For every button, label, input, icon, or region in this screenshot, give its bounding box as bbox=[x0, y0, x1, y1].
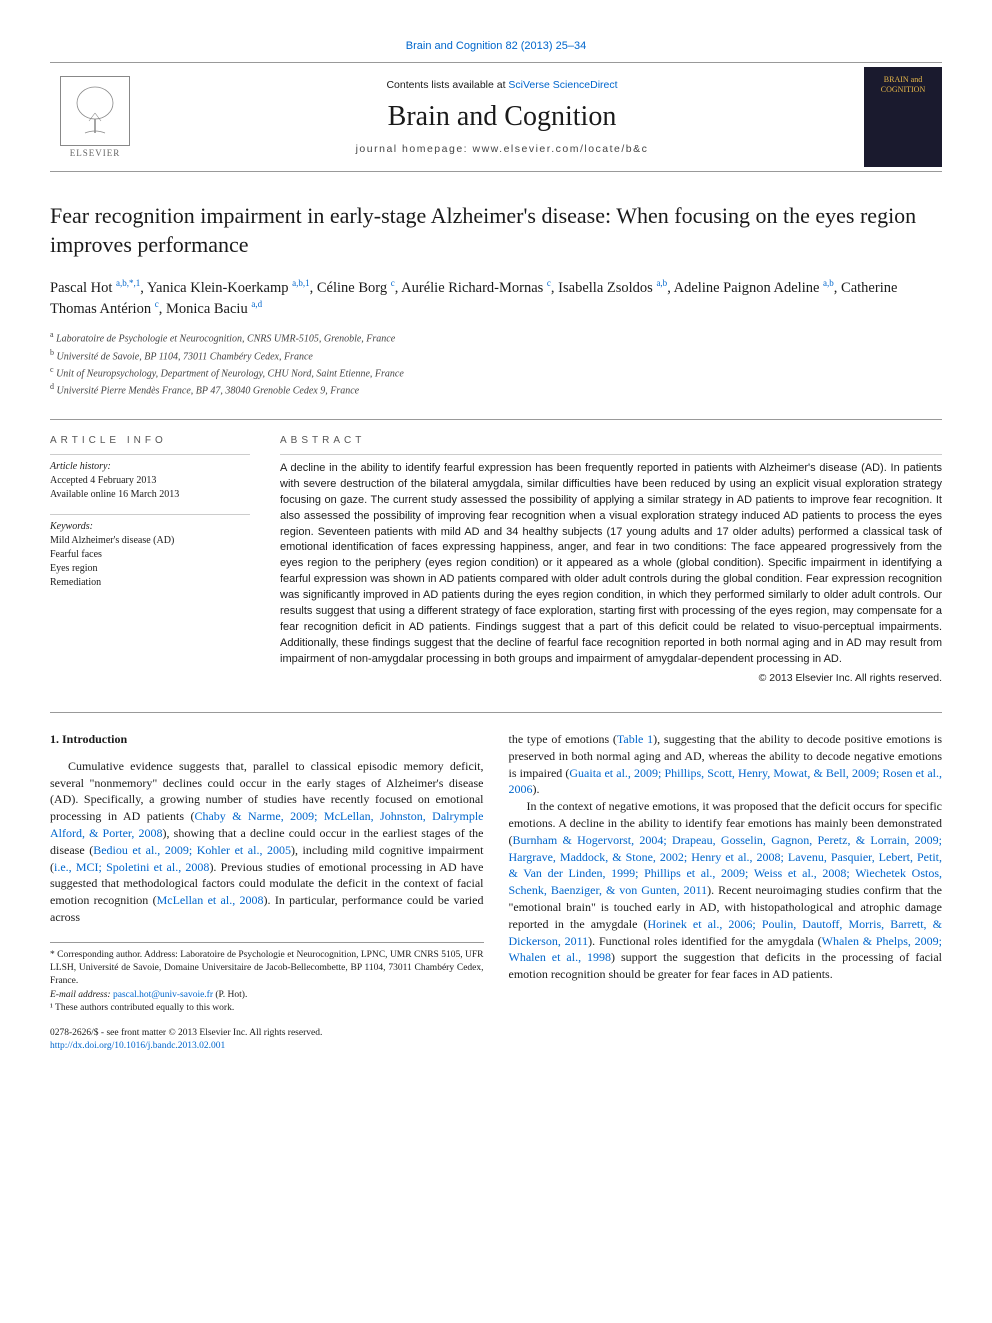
abstract-copyright: © 2013 Elsevier Inc. All rights reserved… bbox=[280, 672, 942, 684]
equal-contribution-note: ¹ These authors contributed equally to t… bbox=[50, 1002, 484, 1015]
publisher-name: ELSEVIER bbox=[70, 148, 121, 158]
contents-line: Contents lists available at SciVerse Sci… bbox=[140, 79, 864, 91]
sciencedirect-link[interactable]: SciVerse ScienceDirect bbox=[508, 79, 617, 91]
history-item: Accepted 4 February 2013 bbox=[50, 474, 250, 488]
body-col-right: the type of emotions (Table 1), suggesti… bbox=[509, 731, 943, 1054]
author-email-link[interactable]: pascal.hot@univ-savoie.fr bbox=[113, 990, 213, 1000]
body-two-column: 1. Introduction Cumulative evidence sugg… bbox=[50, 712, 942, 1054]
corresponding-author-note: * Corresponding author. Address: Laborat… bbox=[50, 949, 484, 989]
article-info-sidebar: article info Article history: Accepted 4… bbox=[50, 435, 250, 684]
email-label: E-mail address: bbox=[50, 990, 113, 1000]
intro-paragraph-1: Cumulative evidence suggests that, paral… bbox=[50, 758, 484, 926]
homepage-prefix: journal homepage: bbox=[356, 143, 473, 155]
authors-list: Pascal Hot a,b,*,1, Yanica Klein-Koerkam… bbox=[50, 277, 942, 319]
intro-paragraph-2: the type of emotions (Table 1), suggesti… bbox=[509, 731, 943, 798]
citation-link[interactable]: Brain and Cognition 82 (2013) 25–34 bbox=[50, 40, 942, 52]
article-history: Article history: Accepted 4 February 201… bbox=[50, 454, 250, 502]
header-center: Contents lists available at SciVerse Sci… bbox=[140, 79, 864, 155]
email-suffix: (P. Hot). bbox=[213, 990, 247, 1000]
keyword-item: Remediation bbox=[50, 576, 250, 590]
affiliation-line: d Université Pierre Mendès France, BP 47… bbox=[50, 381, 942, 398]
publisher-logo: ELSEVIER bbox=[50, 70, 140, 165]
homepage-line: journal homepage: www.elsevier.com/locat… bbox=[140, 143, 864, 155]
affiliation-line: b Université de Savoie, BP 1104, 73011 C… bbox=[50, 347, 942, 364]
journal-name: Brain and Cognition bbox=[140, 101, 864, 133]
keywords-block: Keywords: Mild Alzheimer's disease (AD)F… bbox=[50, 514, 250, 590]
intro-heading: 1. Introduction bbox=[50, 731, 484, 748]
doi-link[interactable]: http://dx.doi.org/10.1016/j.bandc.2013.0… bbox=[50, 1041, 225, 1051]
article-title: Fear recognition impairment in early-sta… bbox=[50, 202, 942, 259]
footnotes: * Corresponding author. Address: Laborat… bbox=[50, 942, 484, 1015]
keywords-label: Keywords: bbox=[50, 521, 250, 532]
doi-block: 0278-2626/$ - see front matter © 2013 El… bbox=[50, 1027, 484, 1054]
article-info-label: article info bbox=[50, 435, 250, 446]
abstract-text: A decline in the ability to identify fea… bbox=[280, 454, 942, 668]
affiliation-line: a Laboratoire de Psychologie et Neurocog… bbox=[50, 329, 942, 346]
affiliation-line: c Unit of Neuropsychology, Department of… bbox=[50, 364, 942, 381]
issn-line: 0278-2626/$ - see front matter © 2013 El… bbox=[50, 1027, 484, 1040]
homepage-url[interactable]: www.elsevier.com/locate/b&c bbox=[473, 143, 649, 155]
abstract-label: abstract bbox=[280, 435, 942, 446]
affiliations: a Laboratoire de Psychologie et Neurocog… bbox=[50, 329, 942, 398]
elsevier-tree-icon bbox=[60, 76, 130, 146]
keyword-item: Eyes region bbox=[50, 562, 250, 576]
body-col-left: 1. Introduction Cumulative evidence sugg… bbox=[50, 731, 484, 1054]
contents-prefix: Contents lists available at bbox=[386, 79, 508, 91]
abstract-column: abstract A decline in the ability to ide… bbox=[280, 435, 942, 684]
journal-cover-thumbnail: BRAIN and COGNITION bbox=[864, 67, 942, 167]
email-line: E-mail address: pascal.hot@univ-savoie.f… bbox=[50, 989, 484, 1002]
journal-header: ELSEVIER Contents lists available at Sci… bbox=[50, 62, 942, 172]
history-label: Article history: bbox=[50, 461, 250, 472]
history-item: Available online 16 March 2013 bbox=[50, 488, 250, 502]
keyword-item: Mild Alzheimer's disease (AD) bbox=[50, 534, 250, 548]
keyword-item: Fearful faces bbox=[50, 548, 250, 562]
intro-paragraph-3: In the context of negative emotions, it … bbox=[509, 798, 943, 983]
